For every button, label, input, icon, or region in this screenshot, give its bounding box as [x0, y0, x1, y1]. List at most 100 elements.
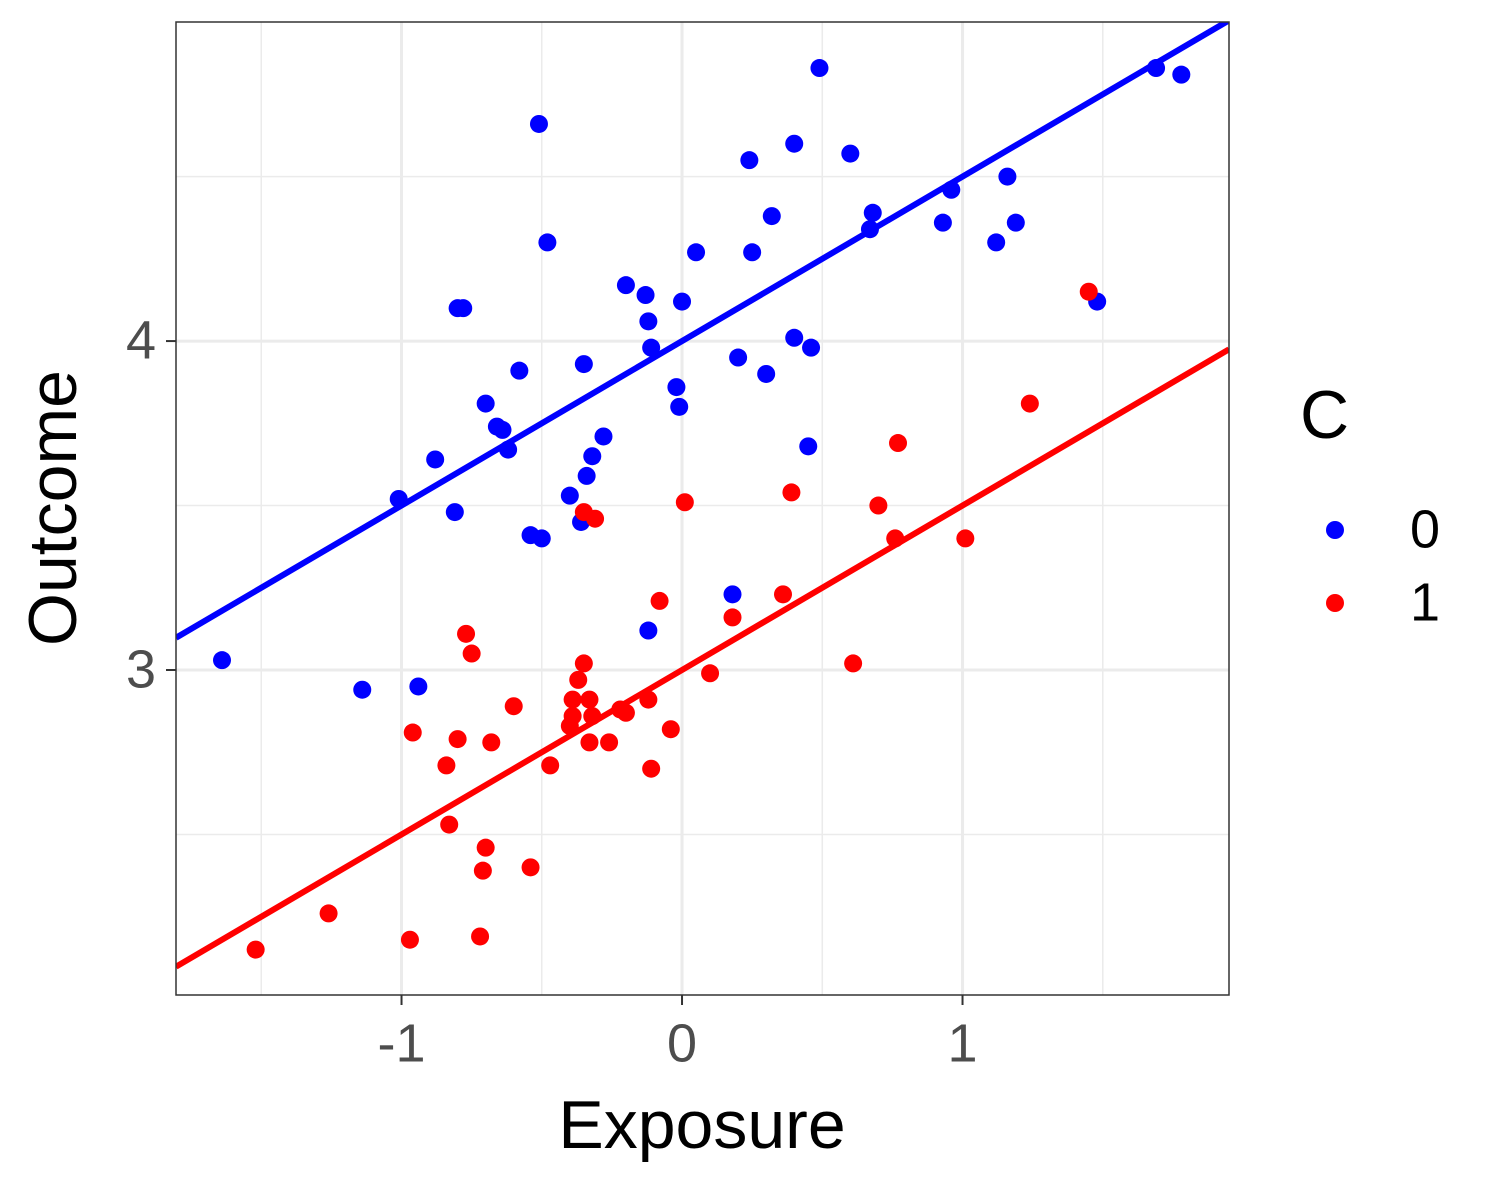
panel-border	[175, 21, 1230, 996]
point	[810, 59, 829, 78]
point	[473, 861, 492, 880]
point	[844, 654, 863, 673]
point	[409, 677, 428, 696]
point	[476, 394, 495, 413]
point	[532, 529, 551, 548]
point	[782, 483, 801, 502]
point	[762, 207, 781, 226]
x-tick-label: -1	[378, 1013, 426, 1073]
point	[426, 450, 445, 469]
point	[1006, 213, 1025, 232]
point	[403, 723, 422, 742]
point	[642, 338, 661, 357]
legend-marker	[1326, 521, 1344, 539]
point	[998, 167, 1017, 186]
point	[869, 496, 888, 515]
point	[400, 930, 419, 949]
point	[723, 585, 742, 604]
x-axis-title: Exposure	[558, 1087, 845, 1163]
point	[785, 328, 804, 347]
point	[987, 233, 1006, 252]
point	[574, 355, 593, 374]
point	[785, 134, 804, 153]
point	[594, 427, 613, 446]
point	[687, 243, 706, 262]
point	[799, 437, 818, 456]
point	[661, 720, 680, 739]
point	[642, 759, 661, 778]
point	[616, 276, 635, 295]
point	[583, 447, 602, 466]
fit-line	[176, 346, 1229, 970]
point	[673, 292, 692, 311]
legend: 01	[1326, 499, 1440, 632]
point	[510, 361, 529, 380]
point	[541, 756, 560, 775]
point	[1079, 282, 1098, 301]
y-axis-title: Outcome	[15, 370, 91, 646]
point	[560, 486, 579, 505]
point	[841, 144, 860, 163]
point	[577, 466, 596, 485]
point	[740, 151, 759, 170]
point	[504, 697, 523, 716]
legend-label: 1	[1410, 572, 1440, 632]
point	[650, 591, 669, 610]
point	[933, 213, 952, 232]
point	[639, 621, 658, 640]
point	[538, 233, 557, 252]
legend-marker	[1326, 594, 1344, 612]
y-tick-label: 4	[126, 310, 156, 370]
point	[569, 670, 588, 689]
point	[476, 838, 495, 857]
point	[586, 509, 605, 528]
point	[863, 203, 882, 222]
point	[670, 397, 689, 416]
point	[353, 680, 372, 699]
point	[636, 286, 655, 305]
point	[580, 690, 599, 709]
point	[639, 312, 658, 331]
point	[723, 608, 742, 627]
point	[521, 858, 540, 877]
point	[448, 730, 467, 749]
point	[246, 940, 265, 959]
point	[729, 348, 748, 367]
point	[743, 243, 762, 262]
point	[482, 733, 501, 752]
point	[462, 644, 481, 663]
x-tick-label: 1	[948, 1013, 978, 1073]
point	[675, 493, 694, 512]
point	[440, 815, 459, 834]
point	[437, 756, 456, 775]
point	[213, 651, 232, 670]
point	[774, 585, 793, 604]
point	[580, 733, 599, 752]
point	[889, 434, 908, 453]
point	[574, 654, 593, 673]
plot-area	[176, 22, 1229, 970]
point	[802, 338, 821, 357]
y-tick-label: 3	[126, 639, 156, 699]
point	[457, 624, 476, 643]
point	[454, 299, 473, 318]
point	[1172, 65, 1191, 84]
x-tick-label: 0	[667, 1013, 697, 1073]
point	[956, 529, 975, 548]
legend-label: 0	[1410, 499, 1440, 559]
point	[667, 378, 686, 397]
point	[319, 904, 338, 923]
point	[600, 733, 619, 752]
point	[1020, 394, 1039, 413]
point	[701, 664, 720, 683]
point	[471, 927, 490, 946]
point	[445, 503, 464, 522]
point	[493, 420, 512, 439]
fit-line	[176, 22, 1229, 641]
point	[529, 114, 548, 133]
point	[563, 707, 582, 726]
legend-title: C	[1300, 377, 1349, 453]
point	[563, 690, 582, 709]
